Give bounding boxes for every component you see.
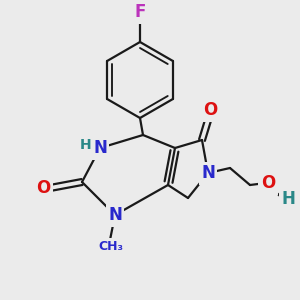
Text: N: N [93,139,107,157]
Text: O: O [203,101,217,119]
Text: H: H [80,138,92,152]
Text: N: N [108,206,122,224]
Text: H: H [281,190,295,208]
Text: N: N [201,164,215,182]
Text: O: O [36,179,50,197]
Text: O: O [261,174,275,192]
Text: F: F [134,3,146,21]
Text: CH₃: CH₃ [98,241,124,254]
